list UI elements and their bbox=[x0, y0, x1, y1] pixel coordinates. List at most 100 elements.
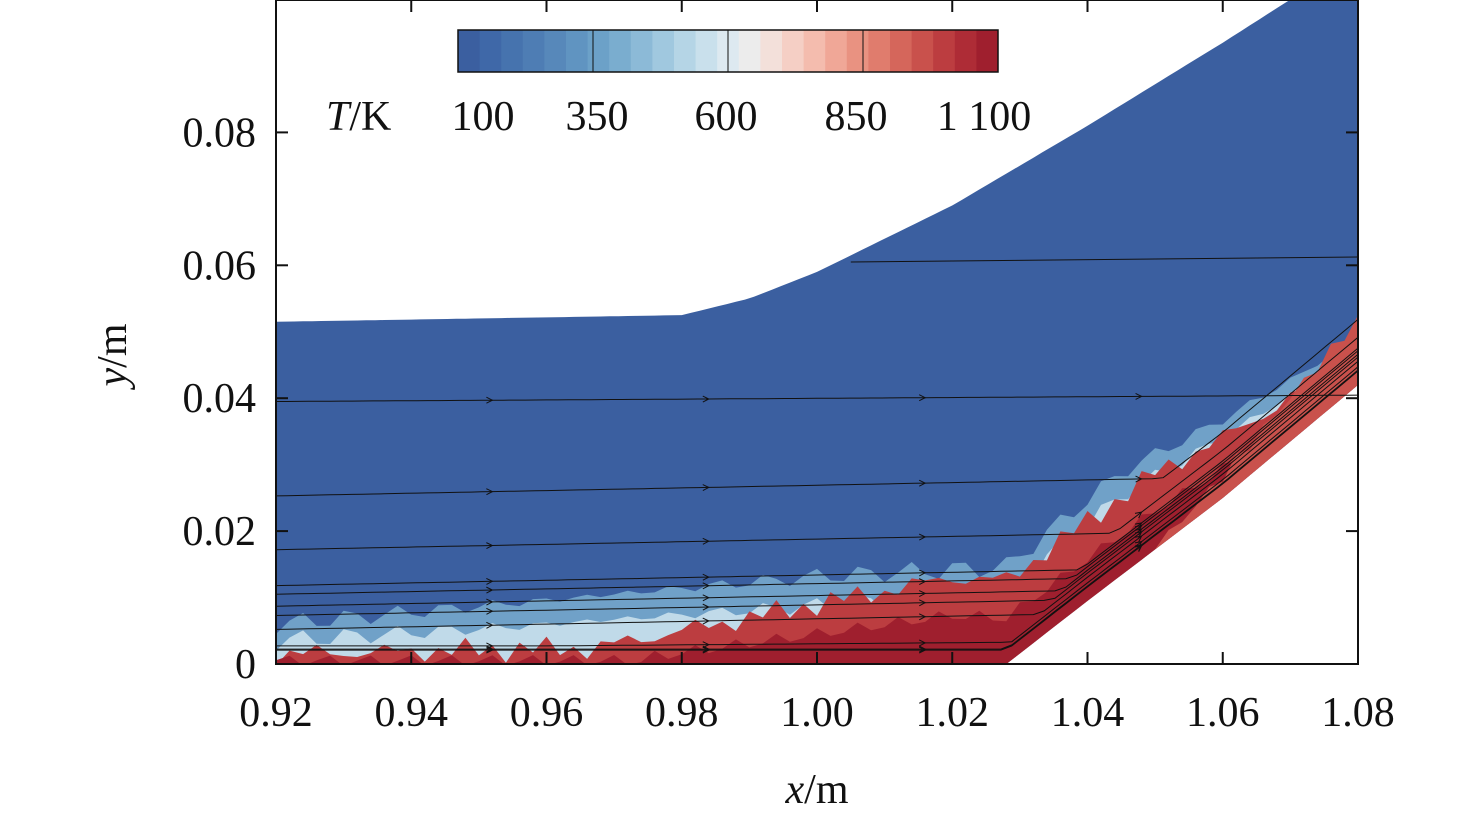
colorbar-level bbox=[954, 30, 977, 72]
x-axis-ticks: 0.92 0.94 0.96 0.98 1.00 1.02 1.04 1.06 1.08 bbox=[239, 0, 1395, 736]
y-tick-label: 0 bbox=[235, 642, 256, 688]
streamline bbox=[276, 366, 1358, 647]
colorbar-level bbox=[738, 30, 761, 72]
y-tick-label: 0.08 bbox=[183, 110, 257, 156]
streamline-arrow bbox=[918, 578, 927, 586]
streamline bbox=[276, 319, 1358, 497]
streamline-arrow bbox=[918, 599, 927, 607]
x-tick-label: 1.06 bbox=[1186, 690, 1260, 736]
colorbar-level bbox=[652, 30, 675, 72]
colorbar-level bbox=[544, 30, 567, 72]
x-axis-title: x/m bbox=[785, 767, 849, 813]
colorbar-level bbox=[522, 30, 545, 72]
streamline-arrow bbox=[702, 594, 710, 602]
streamline-arrow bbox=[486, 586, 494, 594]
x-tick-label: 1.02 bbox=[916, 690, 990, 736]
streamline-arrow bbox=[486, 577, 494, 585]
x-tick-label: 1.04 bbox=[1051, 690, 1125, 736]
streamline-arrow bbox=[486, 488, 494, 496]
colorbar-level bbox=[803, 30, 826, 72]
streamlines bbox=[276, 256, 1358, 654]
colorbar-tick-label: 1 100 bbox=[937, 94, 1032, 140]
colorbar-tick-labels: 100 350 600 850 1 100 bbox=[452, 94, 1032, 140]
y-axis-title: y/m bbox=[90, 323, 136, 390]
streamline bbox=[850, 256, 1358, 263]
streamline-arrow bbox=[486, 598, 494, 606]
colorbar-level bbox=[458, 30, 481, 72]
streamline bbox=[276, 356, 1358, 616]
x-tick-label: 0.98 bbox=[645, 690, 719, 736]
colorbar-level bbox=[630, 30, 653, 72]
colorbar-tick-label: 600 bbox=[695, 94, 758, 140]
colorbar-level bbox=[911, 30, 934, 72]
streamline bbox=[276, 347, 1358, 587]
streamline-arrow bbox=[918, 479, 927, 487]
streamline-arrow bbox=[1134, 545, 1143, 553]
y-tick-label: 0.02 bbox=[183, 509, 257, 555]
streamline-arrow bbox=[702, 484, 710, 491]
colorbar-level bbox=[587, 30, 610, 72]
streamline-arrow bbox=[702, 603, 710, 611]
streamline-arrow bbox=[918, 569, 927, 577]
streamline-arrow bbox=[486, 645, 494, 653]
streamline bbox=[276, 370, 1358, 651]
colorbar-tick-label: 850 bbox=[825, 94, 888, 140]
x-tick-label: 0.94 bbox=[375, 690, 449, 736]
y-axis-ticks: 0 0.02 0.04 0.06 0.08 bbox=[183, 110, 1358, 688]
colorbar-level bbox=[976, 30, 999, 72]
streamline-arrow bbox=[1135, 392, 1143, 400]
streamline-arrow bbox=[486, 542, 494, 550]
streamline-arrow bbox=[702, 395, 710, 403]
streamline-arrow bbox=[918, 645, 927, 653]
streamline-arrow bbox=[702, 617, 710, 625]
colorbar-tick-label: 100 bbox=[452, 94, 515, 140]
streamline-arrow bbox=[486, 646, 494, 654]
colorbar-level bbox=[695, 30, 718, 72]
colorbar bbox=[457, 29, 999, 73]
colorbar-level bbox=[868, 30, 891, 72]
y-tick-label: 0.06 bbox=[183, 243, 257, 289]
colorbar-level bbox=[760, 30, 783, 72]
streamline-arrow bbox=[1135, 475, 1143, 483]
streamline-arrow bbox=[702, 646, 710, 654]
y-tick-label: 0.04 bbox=[183, 376, 257, 422]
colorbar-level bbox=[501, 30, 524, 72]
colorbar-level bbox=[674, 30, 697, 72]
streamline bbox=[276, 336, 1358, 551]
streamline-arrow bbox=[918, 646, 927, 654]
colorbar-level bbox=[933, 30, 956, 72]
streamline-arrow bbox=[702, 537, 710, 545]
streamline-arrow bbox=[1134, 511, 1143, 519]
colorbar-level bbox=[782, 30, 805, 72]
streamline-arrow bbox=[486, 621, 494, 629]
streamline-arrow bbox=[918, 590, 927, 597]
colorbar-level bbox=[479, 30, 502, 72]
streamline bbox=[276, 350, 1358, 595]
cold-core-flow bbox=[276, 0, 1358, 664]
hot-core-region bbox=[276, 377, 1358, 664]
streamline-arrow bbox=[702, 582, 710, 590]
streamline bbox=[276, 394, 1358, 402]
streamline bbox=[276, 369, 1358, 650]
streamline-arrow bbox=[918, 533, 927, 541]
colorbar-level bbox=[609, 30, 632, 72]
colorbar-tick-label: 350 bbox=[566, 94, 629, 140]
colorbar-title: T/K bbox=[326, 94, 391, 140]
colorbar-level bbox=[890, 30, 913, 72]
x-tick-label: 1.00 bbox=[780, 690, 854, 736]
streamline-arrow bbox=[918, 639, 927, 647]
streamline bbox=[276, 353, 1358, 607]
streamline-arrow bbox=[486, 396, 494, 404]
colorbar-level bbox=[566, 30, 589, 72]
colorbar-level bbox=[846, 30, 869, 72]
streamline-arrow bbox=[702, 645, 710, 653]
streamline-arrow bbox=[486, 607, 494, 615]
streamline-arrow bbox=[918, 613, 927, 621]
x-tick-label: 0.92 bbox=[239, 690, 313, 736]
x-tick-label: 1.08 bbox=[1321, 690, 1395, 736]
streamline-arrow bbox=[1134, 535, 1143, 543]
streamline-arrow bbox=[1134, 531, 1143, 539]
x-tick-label: 0.96 bbox=[510, 690, 584, 736]
